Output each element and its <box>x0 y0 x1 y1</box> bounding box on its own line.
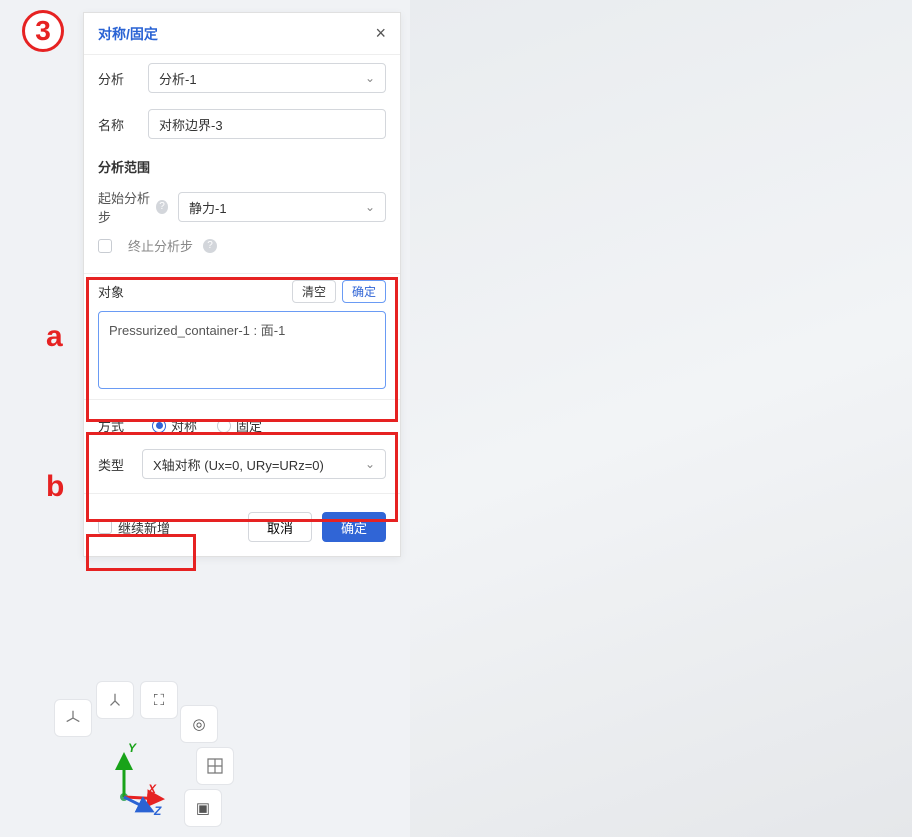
start-step-select[interactable]: 静力-1 ⌄ <box>178 192 386 222</box>
scope-title: 分析范围 <box>84 147 400 180</box>
nav-frame-icon[interactable]: ▣ <box>184 789 222 827</box>
axis-y-label: Y <box>128 741 137 755</box>
nav-grid-icon[interactable] <box>196 747 234 785</box>
highlight-box-b <box>86 432 398 522</box>
analysis-row: 分析 分析-1 ⌄ <box>84 55 400 101</box>
end-step-checkbox[interactable] <box>98 239 112 253</box>
name-row: 名称 对称边界-3 <box>84 101 400 147</box>
nav-expand-icon[interactable]: ⛶ <box>140 681 178 719</box>
nav-axo-icon[interactable] <box>54 699 92 737</box>
chevron-down-icon: ⌄ <box>365 200 375 214</box>
analysis-value: 分析-1 <box>159 69 197 88</box>
view-nav-rose: ⛶ ◎ ▣ Y X Z <box>44 669 234 829</box>
help-icon[interactable]: ? <box>156 200 168 214</box>
chevron-down-icon: ⌄ <box>365 71 375 85</box>
analysis-select[interactable]: 分析-1 ⌄ <box>148 63 386 93</box>
highlight-box-a <box>86 277 398 422</box>
start-step-label: 起始分析步 ? <box>98 188 168 226</box>
help-icon[interactable]: ? <box>203 239 217 253</box>
name-value: 对称边界-3 <box>159 115 223 134</box>
nav-focus-icon[interactable]: ◎ <box>180 705 218 743</box>
analysis-label: 分析 <box>98 69 138 88</box>
axis-x-label: X <box>147 782 157 796</box>
panel-title: 对称/固定 <box>98 24 158 44</box>
start-step-row: 起始分析步 ? 静力-1 ⌄ <box>84 180 400 234</box>
end-step-label: 终止分析步 <box>128 236 193 255</box>
continue-checkbox[interactable] <box>98 520 112 534</box>
nav-top-icon[interactable] <box>96 681 134 719</box>
start-step-value: 静力-1 <box>189 198 227 217</box>
highlight-box-continue <box>86 534 196 571</box>
name-label: 名称 <box>98 115 138 134</box>
close-icon[interactable]: × <box>375 23 386 44</box>
panel-header: 对称/固定 × <box>84 13 400 55</box>
axis-z-label: Z <box>153 804 162 817</box>
viewport-3d-area[interactable] <box>410 0 912 837</box>
axis-triad: Y X Z <box>104 737 184 817</box>
end-step-row: 终止分析步 ? <box>84 234 400 267</box>
divider <box>84 273 400 274</box>
name-input[interactable]: 对称边界-3 <box>148 109 386 139</box>
